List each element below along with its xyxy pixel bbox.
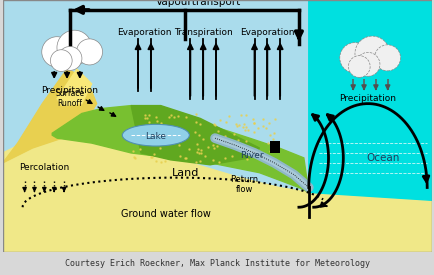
Circle shape [374,45,400,71]
Circle shape [354,36,389,71]
Polygon shape [82,109,136,138]
Polygon shape [57,69,92,106]
Circle shape [339,43,369,73]
Text: Surface
Runoff: Surface Runoff [55,89,84,108]
Polygon shape [3,69,96,163]
Text: Evaporation: Evaporation [116,28,171,37]
Text: Courtesy Erich Roeckner, Max Planck Institute for Meteorology: Courtesy Erich Roeckner, Max Planck Inst… [65,259,369,268]
Text: Precipitation: Precipitation [41,86,98,95]
Text: Evaporation: Evaporation [240,28,294,37]
Polygon shape [3,114,431,252]
Text: Transpiration: Transpiration [174,28,232,37]
Polygon shape [308,0,431,200]
Text: Ground water flow: Ground water flow [121,209,210,219]
Circle shape [42,37,72,67]
Circle shape [57,30,92,65]
Ellipse shape [122,124,189,146]
Circle shape [50,50,72,72]
Text: Lake: Lake [145,132,166,141]
Text: Precipitation: Precipitation [339,94,395,103]
Text: River: River [239,151,263,160]
Text: Percolation: Percolation [19,163,69,172]
Text: Ocean: Ocean [365,153,398,163]
Circle shape [58,46,82,70]
Polygon shape [52,106,308,192]
Bar [270,141,279,153]
Circle shape [348,56,369,77]
Text: Land: Land [171,168,199,178]
Circle shape [76,39,102,65]
Polygon shape [131,106,259,165]
Circle shape [355,53,379,76]
Text: Vapourtransport: Vapourtransport [155,0,240,7]
Text: Return
flow: Return flow [230,175,258,194]
